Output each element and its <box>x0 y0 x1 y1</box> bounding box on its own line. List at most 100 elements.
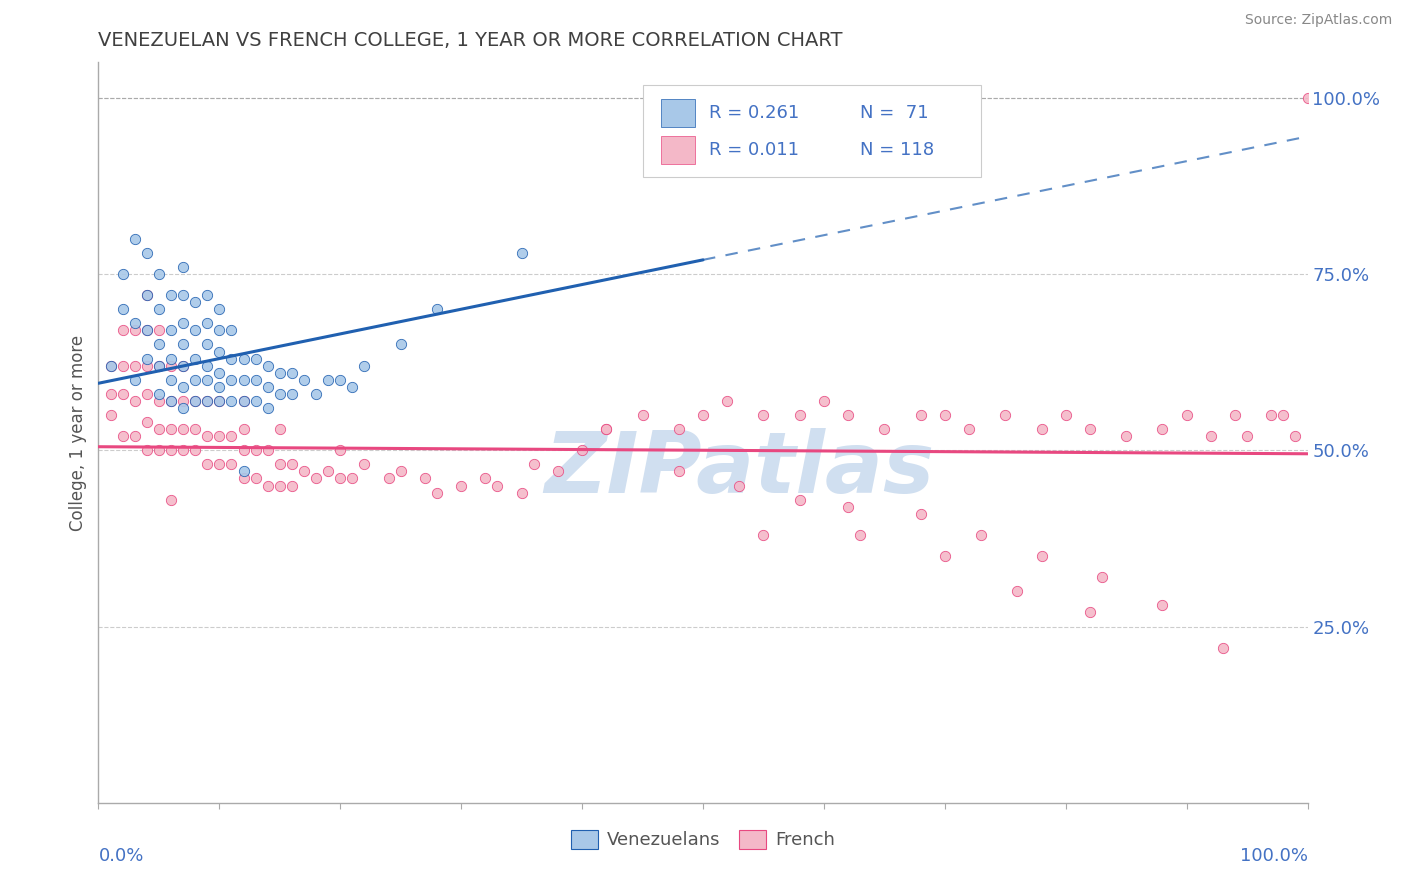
Point <box>208 429 231 443</box>
Point <box>135 443 157 458</box>
Point <box>1078 422 1101 436</box>
Point <box>486 478 509 492</box>
Legend: Venezuelans, French: Venezuelans, French <box>564 823 842 856</box>
Point <box>1284 429 1306 443</box>
Point <box>148 359 170 373</box>
Point <box>329 443 352 458</box>
Point <box>474 471 496 485</box>
Point <box>571 443 593 458</box>
Point <box>232 351 254 366</box>
Point <box>111 323 134 337</box>
Point <box>111 387 134 401</box>
Point <box>135 415 157 429</box>
Point <box>292 373 315 387</box>
Point <box>1031 549 1053 563</box>
Point <box>148 393 170 408</box>
Point <box>160 351 183 366</box>
Point <box>208 344 231 359</box>
Point <box>837 408 859 422</box>
Point <box>970 528 993 542</box>
Point <box>148 302 170 317</box>
Point <box>172 260 194 274</box>
Point <box>789 492 811 507</box>
Point <box>245 351 267 366</box>
Point <box>994 408 1017 422</box>
Point <box>1296 91 1319 105</box>
Point <box>100 359 122 373</box>
Point <box>910 507 932 521</box>
Point <box>256 380 278 394</box>
Point <box>232 471 254 485</box>
Point <box>172 359 194 373</box>
Point <box>124 232 146 246</box>
Point <box>1031 422 1053 436</box>
Point <box>160 393 183 408</box>
Point <box>1272 408 1295 422</box>
Point <box>195 288 218 302</box>
Point <box>208 393 231 408</box>
Point <box>1054 408 1077 422</box>
Point <box>124 373 146 387</box>
Point <box>195 393 218 408</box>
Point <box>1223 408 1246 422</box>
Point <box>172 288 194 302</box>
Point <box>510 485 533 500</box>
Point <box>172 393 194 408</box>
Point <box>221 393 243 408</box>
FancyBboxPatch shape <box>643 85 981 178</box>
Point <box>208 458 231 472</box>
Point <box>1199 429 1222 443</box>
Point <box>910 408 932 422</box>
Point <box>595 422 617 436</box>
Point <box>148 387 170 401</box>
Point <box>269 478 291 492</box>
Point <box>172 316 194 330</box>
Point <box>100 359 122 373</box>
Point <box>1091 570 1114 584</box>
Point <box>135 359 157 373</box>
Point <box>1260 408 1282 422</box>
Point <box>208 302 231 317</box>
Point <box>172 422 194 436</box>
Text: 100.0%: 100.0% <box>1240 847 1308 865</box>
Point <box>232 393 254 408</box>
Point <box>208 393 231 408</box>
Point <box>184 295 207 310</box>
Point <box>160 373 183 387</box>
Point <box>148 267 170 281</box>
Point <box>100 387 122 401</box>
Point <box>184 351 207 366</box>
Point <box>1078 606 1101 620</box>
Point <box>135 245 157 260</box>
Text: Source: ZipAtlas.com: Source: ZipAtlas.com <box>1244 13 1392 28</box>
Point <box>184 443 207 458</box>
Point <box>245 373 267 387</box>
Point <box>135 323 157 337</box>
Point <box>377 471 399 485</box>
Text: ZIPatlas: ZIPatlas <box>544 428 935 511</box>
Point <box>329 373 352 387</box>
Point <box>221 458 243 472</box>
Point <box>1236 429 1258 443</box>
Point <box>1115 429 1137 443</box>
Point <box>256 443 278 458</box>
Point <box>957 422 980 436</box>
Point <box>232 464 254 478</box>
Point <box>160 422 183 436</box>
Point <box>1007 584 1029 599</box>
Point <box>184 393 207 408</box>
Point <box>195 316 218 330</box>
Point <box>547 464 569 478</box>
Point <box>1212 640 1234 655</box>
Point <box>523 458 546 472</box>
Point <box>305 471 328 485</box>
Point <box>160 443 183 458</box>
Point <box>426 302 449 317</box>
Point <box>353 458 375 472</box>
Point <box>934 549 956 563</box>
Point <box>450 478 472 492</box>
Point <box>631 408 654 422</box>
Point <box>245 393 267 408</box>
Point <box>1175 408 1198 422</box>
Point <box>221 351 243 366</box>
